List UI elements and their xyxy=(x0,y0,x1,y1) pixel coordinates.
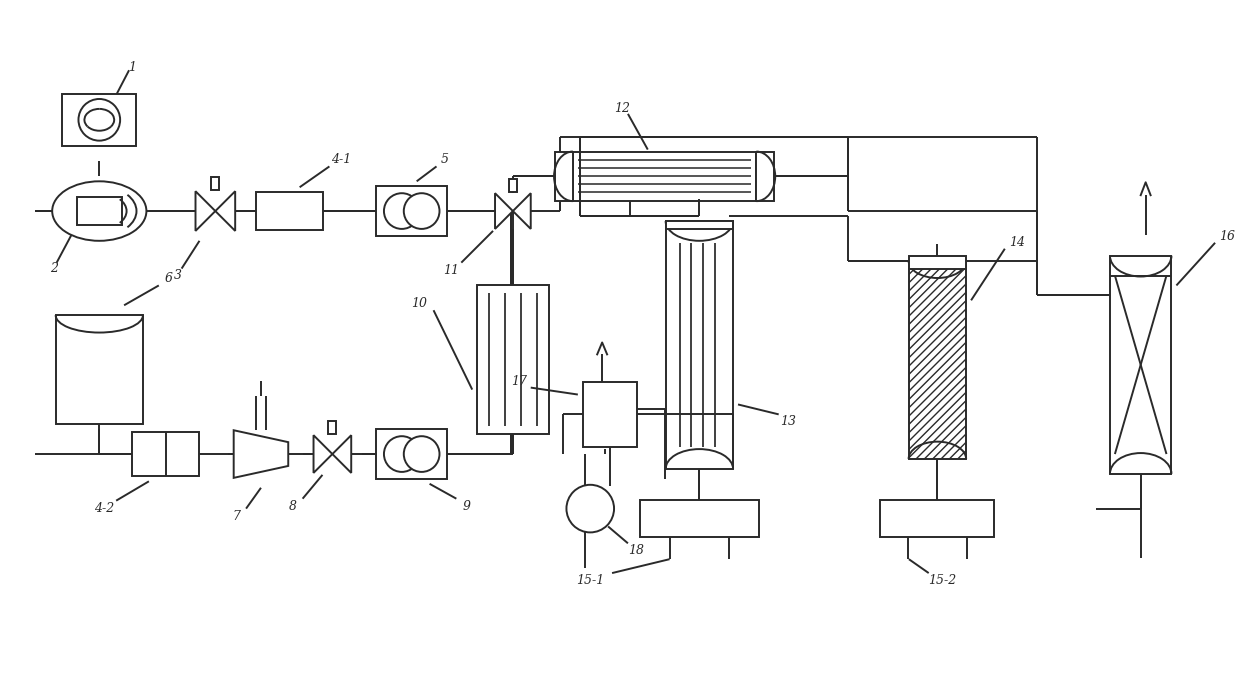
Text: 14: 14 xyxy=(1008,237,1024,250)
Text: 16: 16 xyxy=(1219,231,1235,243)
Circle shape xyxy=(567,485,614,532)
Text: 18: 18 xyxy=(627,544,644,557)
Bar xyxy=(583,382,637,447)
Circle shape xyxy=(78,99,120,140)
Bar xyxy=(376,429,448,479)
Polygon shape xyxy=(196,191,216,231)
Polygon shape xyxy=(556,152,573,201)
Text: 6: 6 xyxy=(165,272,172,285)
Text: 11: 11 xyxy=(444,264,459,277)
Bar xyxy=(255,192,324,230)
Bar xyxy=(909,260,966,459)
Bar xyxy=(211,177,219,190)
Circle shape xyxy=(384,193,419,229)
Polygon shape xyxy=(314,435,332,473)
Polygon shape xyxy=(332,435,351,473)
Polygon shape xyxy=(756,152,774,201)
Text: 15-1: 15-1 xyxy=(577,574,604,586)
Text: 8: 8 xyxy=(289,500,296,513)
Bar xyxy=(62,94,136,146)
Polygon shape xyxy=(909,256,966,268)
Polygon shape xyxy=(666,221,733,229)
Text: 13: 13 xyxy=(781,415,796,428)
Bar xyxy=(329,421,336,434)
Bar xyxy=(573,152,756,201)
Circle shape xyxy=(404,436,439,472)
Bar xyxy=(1110,256,1172,474)
Text: 4-1: 4-1 xyxy=(331,153,351,166)
Text: 15-2: 15-2 xyxy=(929,574,956,586)
Text: 2: 2 xyxy=(50,262,58,275)
Bar xyxy=(376,186,448,236)
Polygon shape xyxy=(513,193,531,229)
Polygon shape xyxy=(233,431,288,478)
Text: 9: 9 xyxy=(463,500,470,513)
Bar xyxy=(508,179,517,192)
Bar xyxy=(666,221,733,469)
Text: 7: 7 xyxy=(232,510,241,523)
Text: 5: 5 xyxy=(440,153,449,166)
Bar xyxy=(880,500,994,538)
Bar xyxy=(640,500,759,538)
Text: 3: 3 xyxy=(174,269,181,282)
Polygon shape xyxy=(495,193,513,229)
Text: 4-2: 4-2 xyxy=(94,502,114,515)
Text: 10: 10 xyxy=(410,297,427,310)
Text: 17: 17 xyxy=(511,375,527,388)
Text: 1: 1 xyxy=(128,61,136,74)
Polygon shape xyxy=(216,191,236,231)
Bar xyxy=(477,285,548,434)
Circle shape xyxy=(384,436,419,472)
Bar xyxy=(56,315,143,424)
Circle shape xyxy=(404,193,439,229)
Text: 12: 12 xyxy=(614,102,630,115)
Ellipse shape xyxy=(52,181,146,241)
Bar xyxy=(131,432,200,477)
Bar xyxy=(77,197,122,225)
